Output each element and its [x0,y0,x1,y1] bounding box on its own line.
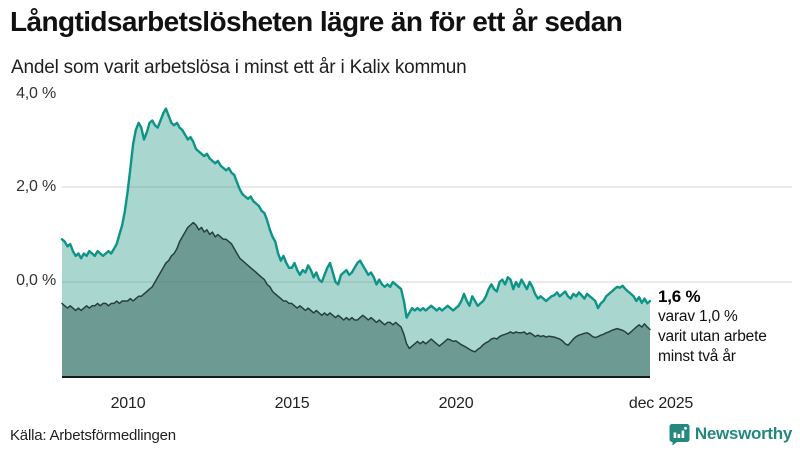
newsworthy-logo-icon [669,423,690,445]
y-axis-tick-2: 2,0 % [16,178,56,195]
series-line-two-year [61,221,651,353]
series-line-one-year [60,107,652,319]
newsworthy-wordmark: Newsworthy [694,424,792,443]
x-axis-tick-dec-2025: dec 2025 [628,395,694,412]
x-axis-tick-2015: 2015 [274,395,310,412]
x-axis-tick-2020: 2020 [438,395,474,412]
annotation-line-1: varav 1,0 % [658,308,738,325]
series-area-two-year [62,222,650,377]
y-axis-tick-0: 0,0 % [16,272,56,289]
chart-subtitle: Andel som varit arbetslösa i minst ett å… [11,57,467,78]
latest-value-annotation: 1,6 % varav 1,0 % varit utan arbete mins… [658,287,796,367]
unemployment-area-chart [60,107,792,378]
annotation-line-2: varit utan arbete [658,328,767,345]
page-title: Långtidsarbetslösheten lägre än för ett … [10,6,623,37]
x-axis-tick-2010: 2010 [110,395,146,412]
newsworthy-brand: Newsworthy [669,423,792,445]
plot-area [0,95,800,390]
source-credit: Källa: Arbetsförmedlingen [10,427,176,444]
annotation-line-3: minst två år [658,348,736,365]
y-axis-tick-4: 4,0 % [16,85,56,102]
latest-value: 1,6 % [658,287,701,306]
